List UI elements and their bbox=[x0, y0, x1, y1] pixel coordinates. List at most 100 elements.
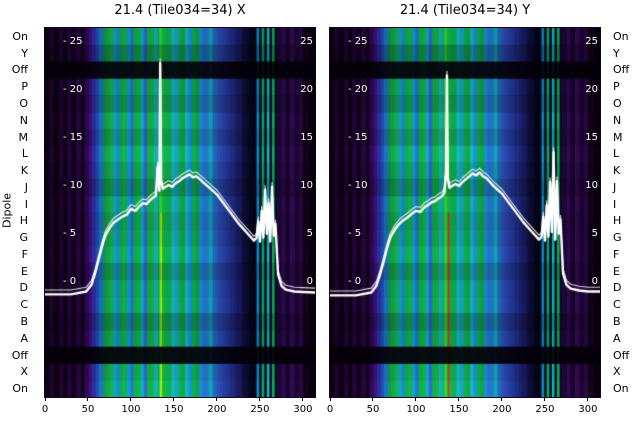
dipole-row-label: X bbox=[613, 365, 621, 379]
dipole-row-label: B bbox=[613, 315, 621, 329]
y-tick-label: - 15 bbox=[63, 131, 83, 143]
dipole-row-label: O bbox=[613, 96, 622, 110]
dipole-row-label: Off bbox=[613, 348, 630, 362]
y-tick-label: 5 bbox=[306, 227, 313, 239]
y-tick-label: 15 bbox=[300, 131, 313, 143]
x-tick-mark bbox=[44, 397, 46, 401]
dipole-row-label: G bbox=[19, 231, 28, 245]
dipole-row-label: I bbox=[613, 197, 617, 211]
y-tick-label: - 0 bbox=[63, 275, 77, 287]
dipole-row-label: On bbox=[613, 382, 629, 396]
dipole-row-label: K bbox=[613, 164, 621, 178]
dipole-row-label: M bbox=[613, 130, 623, 144]
x-tick-mark bbox=[130, 397, 132, 401]
x-axis-x: 0 50 100 150 200 250 300 bbox=[42, 397, 315, 427]
dipole-row-label: H bbox=[19, 214, 28, 228]
x-tick-label: 200 bbox=[207, 404, 227, 415]
y-tick-label: 15 bbox=[585, 131, 598, 143]
y-tick-label: 0 bbox=[591, 275, 598, 287]
x-tick-label: 0 bbox=[326, 404, 334, 415]
y-tick-label: - 20 bbox=[63, 83, 83, 95]
y-tick-label: - 25 bbox=[348, 35, 368, 47]
panel-x-title: 21.4 (Tile034=34) X bbox=[114, 3, 246, 18]
y-tick-label: - 15 bbox=[348, 131, 368, 143]
dipole-row-label: L bbox=[21, 147, 28, 161]
x-tick-mark bbox=[259, 397, 261, 401]
y-tick-label: 20 bbox=[585, 83, 598, 95]
x-tick-label: 100 bbox=[121, 404, 141, 415]
panel-y-title: 21.4 (Tile034=34) Y bbox=[399, 3, 531, 18]
x-tick-mark bbox=[173, 397, 175, 401]
y-tick-label: - 20 bbox=[348, 83, 368, 95]
dipole-row-label: Y bbox=[21, 46, 28, 60]
dipole-row-labels-right: On Y Off P O N M L K J I H G F E D C B A Off X On bbox=[613, 28, 640, 397]
x-tick-mark bbox=[87, 397, 89, 401]
y-tick-label: - 0 bbox=[348, 275, 362, 287]
dipole-row-label: E bbox=[21, 264, 28, 278]
y-tick-label: 10 bbox=[585, 179, 598, 191]
x-tick-mark bbox=[501, 397, 503, 401]
y-tick-label: 0 bbox=[306, 275, 313, 287]
x-tick-label: 0 bbox=[41, 404, 49, 415]
x-tick-label: 200 bbox=[492, 404, 512, 415]
x-tick-label: 250 bbox=[250, 404, 270, 415]
y-tick-label: - 10 bbox=[63, 179, 83, 191]
dipole-row-label: D bbox=[613, 281, 622, 295]
dipole-row-label: K bbox=[20, 164, 28, 178]
dipole-row-label: G bbox=[613, 231, 622, 245]
dipole-row-label: M bbox=[18, 130, 29, 144]
dipole-row-label: X bbox=[20, 365, 28, 379]
x-tick-label: 50 bbox=[81, 404, 95, 415]
dipole-row-label: Off bbox=[11, 63, 28, 77]
dipole-row-label: F bbox=[21, 247, 28, 261]
dipole-row-label: On bbox=[12, 29, 28, 43]
dipole-row-label: E bbox=[613, 264, 620, 278]
dipole-row-label: A bbox=[20, 331, 28, 345]
dipole-row-label: A bbox=[613, 331, 621, 345]
dipole-row-label: N bbox=[613, 113, 622, 127]
x-tick-mark bbox=[458, 397, 460, 401]
dipole-row-label: On bbox=[613, 29, 629, 43]
panel-y: - 25 25 - 20 20 - 15 15 - 10 10 - 5 5 - 0 0 bbox=[329, 27, 601, 398]
y-tick-label: - 5 bbox=[63, 227, 77, 239]
dipole-row-label: L bbox=[613, 147, 620, 161]
dipole-row-label: D bbox=[19, 281, 28, 295]
dipole-row-label: Off bbox=[11, 348, 28, 362]
y-tick-label: 10 bbox=[300, 179, 313, 191]
y-tick-label: 5 bbox=[591, 227, 598, 239]
x-tick-label: 150 bbox=[449, 404, 469, 415]
x-tick-label: 50 bbox=[366, 404, 380, 415]
dipole-row-label: C bbox=[20, 298, 28, 312]
x-tick-label: 100 bbox=[406, 404, 426, 415]
dipole-row-label: Y bbox=[613, 46, 620, 60]
y-tick-label: 20 bbox=[300, 83, 313, 95]
dipole-row-label: I bbox=[24, 197, 28, 211]
dipole-row-label: Off bbox=[613, 63, 630, 77]
x-tick-mark bbox=[372, 397, 374, 401]
x-tick-mark bbox=[544, 397, 546, 401]
heatmap-y-canvas bbox=[329, 27, 601, 398]
x-tick-label: 300 bbox=[293, 404, 313, 415]
x-tick-mark bbox=[587, 397, 589, 401]
dipole-row-label: P bbox=[21, 80, 28, 94]
heatmap-x-canvas bbox=[44, 27, 316, 398]
y-tick-label: 25 bbox=[300, 35, 313, 47]
dipole-row-label: C bbox=[613, 298, 621, 312]
dipole-row-label: J bbox=[24, 180, 28, 194]
dipole-row-labels-left: On Y Off P O N M L K J I H G F E D C B A Off X On bbox=[0, 28, 28, 397]
x-tick-mark bbox=[216, 397, 218, 401]
x-axis-y: 0 50 100 150 200 250 300 bbox=[327, 397, 600, 427]
dipole-row-label: N bbox=[19, 113, 28, 127]
y-tick-label: - 25 bbox=[63, 35, 83, 47]
dipole-row-label: O bbox=[19, 96, 28, 110]
x-tick-label: 300 bbox=[578, 404, 598, 415]
dipole-row-label: F bbox=[613, 247, 620, 261]
x-tick-mark bbox=[329, 397, 331, 401]
y-tick-label: - 5 bbox=[348, 227, 362, 239]
x-tick-mark bbox=[415, 397, 417, 401]
y-tick-label: - 10 bbox=[348, 179, 368, 191]
x-tick-label: 150 bbox=[164, 404, 184, 415]
x-tick-label: 250 bbox=[535, 404, 555, 415]
dipole-row-label: B bbox=[20, 315, 28, 329]
